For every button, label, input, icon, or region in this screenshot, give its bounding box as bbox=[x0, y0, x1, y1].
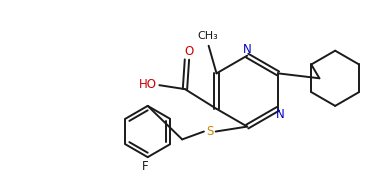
Text: N: N bbox=[243, 43, 252, 56]
Text: S: S bbox=[206, 125, 213, 138]
Text: O: O bbox=[184, 45, 194, 58]
Text: CH₃: CH₃ bbox=[197, 31, 218, 41]
Text: HO: HO bbox=[138, 78, 156, 91]
Text: F: F bbox=[142, 160, 148, 172]
Text: N: N bbox=[276, 108, 284, 121]
